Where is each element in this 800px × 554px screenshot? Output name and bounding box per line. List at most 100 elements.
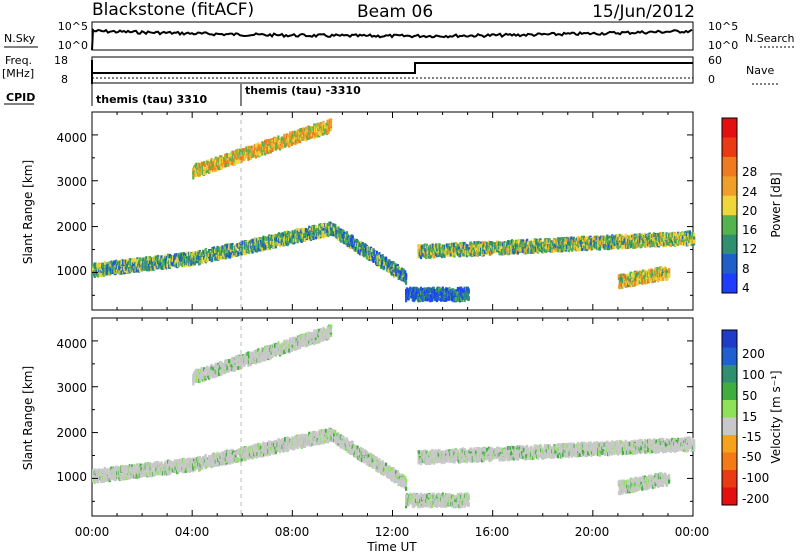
echo-cell [622,244,625,249]
echo-cell [657,242,661,247]
echo-cell [683,236,686,241]
echo-cell [370,248,373,253]
echo-cell [483,249,486,254]
echo-cell [433,254,436,259]
echo-cell [633,244,636,249]
echo-cell [101,272,104,277]
echo-cell [319,122,323,127]
echo-cell [324,233,327,238]
echo-cell [475,247,478,252]
echo-cell [410,291,414,296]
nsky-label: N.Sky [4,32,36,45]
echo-cell [127,263,131,268]
echo-cell [516,246,519,251]
echo-cell [115,262,118,267]
echo-cell [329,118,333,123]
echo-cell [395,271,398,275]
echo-cell [120,270,123,275]
echo-cell [119,265,122,270]
echo-cell [333,227,336,231]
echo-cell [417,254,420,259]
echo-cell [243,247,246,252]
echo-cell [349,235,352,239]
echo-cell [387,265,390,270]
echo-cell [188,251,191,256]
echo-cell [642,271,646,276]
echo-cell [280,241,283,246]
echo-cell [406,288,409,293]
echo-cell [285,230,288,235]
echo-cell [506,243,509,248]
echo-cell [467,288,470,293]
echo-cell [533,248,536,253]
echo-cell [620,273,623,278]
echo-cell [652,232,656,237]
echo-cell [351,235,354,240]
cpid-2: themis (tau) -3310 [245,84,361,97]
echo-cell [467,295,470,300]
echo-cell [688,230,691,235]
echo-cell [504,250,507,255]
echo-cell [277,135,280,140]
echo-cell [396,263,399,268]
echo-cell [433,289,436,293]
echo-cell [100,269,103,274]
echo-cell [269,244,272,248]
echo-cell [139,267,142,272]
echo-cell [339,233,342,238]
echo-cell [312,132,315,137]
echo-cell [628,241,631,246]
echo-cell [253,147,257,152]
echo-cell [477,240,480,245]
echo-cell [319,132,322,136]
echo-cell [365,252,368,257]
echo-cell [536,245,540,250]
echo-cell [255,147,258,152]
echo-cell [197,251,200,256]
echo-cell [437,296,440,301]
echo-cell [235,155,238,160]
echo-cell [261,247,264,252]
echo-cell [304,228,308,232]
echo-cell [445,291,448,296]
echo-cell [308,128,311,133]
echo-cell [210,157,213,162]
echo-cell [578,246,581,251]
echo-cell [188,254,191,259]
echo-cell [397,266,400,271]
echo-cell [257,236,260,241]
echo-cell [203,163,207,167]
echo-cell [304,126,308,131]
echo-cell [218,165,221,170]
echo-cell [207,257,210,262]
echo-cell [279,145,282,150]
echo-cell [318,122,321,127]
cpid-label: CPID [6,91,35,104]
freq-tick-top: 18 [54,54,68,67]
echo-cell [247,156,250,161]
echo-cell [294,136,297,141]
echo-cell [385,256,388,261]
echo-cell [371,252,374,257]
echo-cell [635,270,638,275]
echo-cell [425,255,428,260]
echo-cell [298,130,301,135]
echo-cell [459,253,462,258]
echo-cell [306,229,309,234]
echo-cell [294,237,297,242]
echo-cell [516,250,520,255]
echo-cell [662,242,666,247]
echo-cell [687,230,690,235]
echo-cell [486,241,489,246]
echo-cell [308,125,311,130]
power-cells [92,118,696,303]
echo-cell [552,248,555,253]
echo-cell [198,260,201,265]
echo-cell [264,245,267,250]
echo-cell [422,251,425,256]
echo-cell [268,243,271,248]
echo-cell [690,242,693,246]
echo-cell [610,239,613,244]
echo-cell [681,232,684,237]
echo-cell [668,242,671,246]
